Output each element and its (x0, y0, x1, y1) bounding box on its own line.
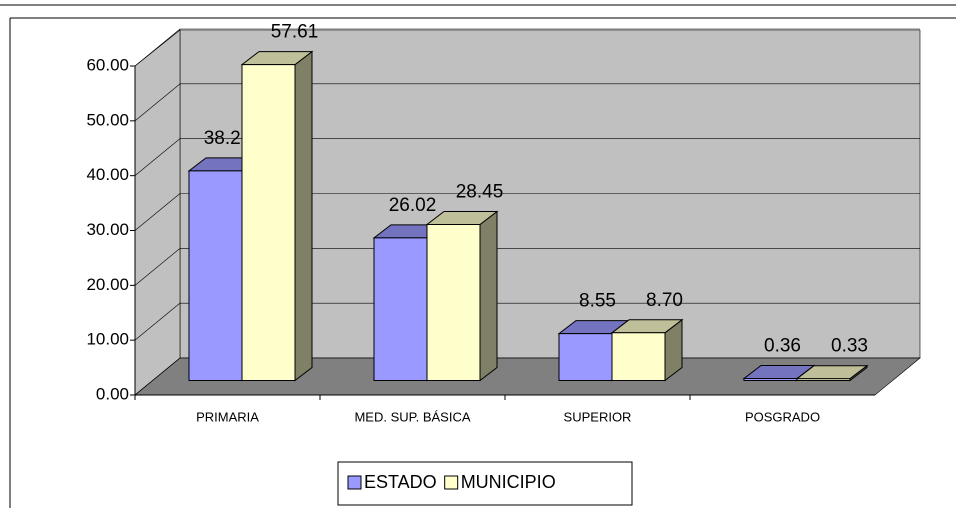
bar (610, 318, 684, 382)
data-label: 57.61 (271, 22, 319, 43)
data-label: 28.45 (456, 182, 504, 203)
data-label: 8.55 (579, 291, 616, 312)
y-tick-label: 40.00 (86, 165, 129, 184)
data-label: 0.36 (764, 336, 801, 357)
side-wall (134, 29, 181, 396)
data-label: 38.23 (204, 128, 252, 149)
y-tick-label: 60.00 (86, 55, 129, 74)
bar (425, 210, 499, 382)
grid-line (134, 193, 181, 231)
bar-front (373, 237, 428, 381)
bar-side (479, 210, 498, 382)
bar-front (241, 64, 296, 381)
x-tick-label: POSGRADO (745, 409, 820, 424)
y-tick-label: 10.00 (86, 330, 129, 349)
grid-line (134, 357, 181, 396)
y-tick-label: 0.00 (96, 384, 129, 403)
grid-line (134, 28, 181, 67)
legend-swatch (347, 475, 362, 490)
bar (240, 50, 314, 382)
bar-side (294, 50, 313, 382)
bar-front (188, 170, 243, 381)
x-tick-label: SUPERIOR (564, 409, 632, 424)
x-tick-label: PRIMARIA (196, 409, 259, 424)
legend-label: ESTADO (364, 472, 437, 492)
y-tick-label: 20.00 (86, 275, 129, 294)
bar-front (611, 332, 666, 381)
data-label: 8.70 (646, 290, 683, 311)
bar (795, 364, 869, 382)
grid-line (134, 138, 181, 176)
bar-front (426, 223, 481, 381)
y-tick-label: 50.00 (86, 110, 129, 129)
bar-front (796, 378, 851, 381)
legend-box (337, 461, 633, 506)
grid-line (134, 83, 181, 122)
bar-front (558, 333, 613, 381)
grid-line (134, 302, 181, 341)
legend-swatch (444, 475, 459, 490)
x-tick-label: MED. SUP. BÁSICA (354, 409, 470, 424)
legend-label: MUNICIPIO (461, 472, 556, 492)
data-label: 26.02 (389, 195, 437, 216)
bar-front (743, 378, 798, 381)
grid-line (134, 248, 181, 286)
data-label: 0.33 (831, 336, 868, 357)
y-tick-label: 30.00 (86, 220, 129, 239)
